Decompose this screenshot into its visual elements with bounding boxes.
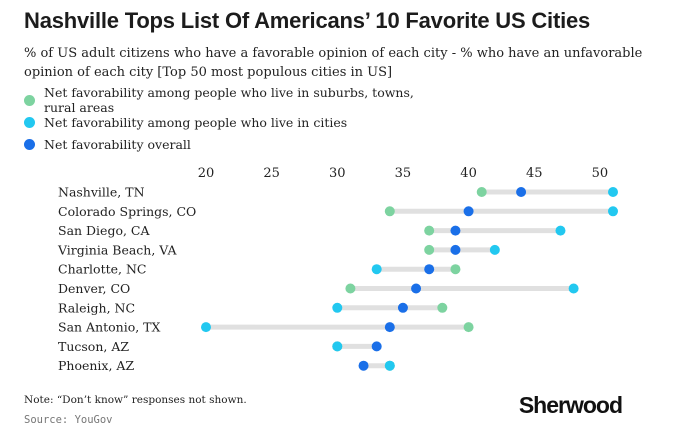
dot-overall: [371, 341, 382, 352]
legend-label-cities: Net favorability among people who live i…: [44, 114, 348, 130]
dot-cities: [384, 360, 395, 371]
x-tick-label: 40: [460, 166, 477, 181]
x-tick-label: 45: [526, 166, 543, 181]
category-label: San Antonio, TX: [58, 320, 161, 335]
source-credit: Source: YouGov: [24, 414, 113, 426]
x-tick-label: 30: [329, 166, 346, 181]
dot-suburbs: [437, 302, 448, 313]
dot-overall: [463, 206, 474, 217]
dot-overall: [397, 302, 408, 313]
dot-suburbs: [476, 187, 487, 197]
dot-overall: [450, 244, 461, 255]
dot-overall: [424, 264, 435, 275]
legend-label-suburbs: Net favorability among people who live i…: [44, 85, 414, 115]
dot-cities: [332, 302, 343, 313]
legend: Net favorability among people who live i…: [24, 85, 424, 155]
dot-overall: [384, 322, 395, 333]
category-label: Nashville, TN: [58, 185, 145, 200]
dot-cities: [201, 322, 211, 333]
x-tick-label: 35: [395, 166, 412, 181]
category-label: San Diego, CA: [58, 223, 150, 238]
dot-overall: [450, 225, 461, 236]
category-label: Virginia Beach, VA: [57, 242, 177, 257]
legend-item-suburbs: Net favorability among people who live i…: [24, 85, 424, 115]
dot-suburbs: [463, 322, 474, 333]
dot-cities: [489, 244, 500, 255]
category-label: Denver, CO: [58, 281, 130, 296]
dot-cities: [332, 341, 343, 352]
dot-suburbs: [424, 244, 435, 255]
brand-logo: Sherwood: [518, 392, 623, 418]
category-label: Raleigh, NC: [58, 300, 135, 315]
dot-overall: [411, 283, 422, 294]
category-label: Tucson, AZ: [58, 339, 129, 354]
dot-suburbs: [424, 225, 435, 236]
x-tick-label: 50: [592, 166, 609, 181]
x-tick-label: 20: [198, 166, 215, 181]
legend-dot-cities: [24, 116, 35, 128]
dot-cities: [555, 225, 566, 236]
dot-cities: [608, 187, 618, 197]
dot-suburbs: [384, 206, 395, 217]
category-label: Charlotte, NC: [58, 262, 146, 277]
legend-label-overall: Net favorability overall: [44, 136, 191, 152]
footnote: Note: “Don’t know” responses not shown.: [24, 394, 247, 406]
legend-item-overall: Net favorability overall: [24, 133, 424, 155]
legend-dot-overall: [24, 138, 35, 150]
dot-overall: [358, 360, 369, 371]
legend-dot-suburbs: [24, 94, 35, 106]
legend-item-cities: Net favorability among people who live i…: [24, 111, 424, 133]
dot-overall: [516, 187, 527, 197]
category-label: Colorado Springs, CO: [58, 204, 196, 219]
x-tick-label: 25: [263, 166, 280, 181]
chart-title: Nashville Tops List Of Americans’ 10 Fav…: [24, 8, 591, 33]
dot-cities: [568, 283, 579, 294]
dot-cities: [608, 206, 618, 217]
chart-subtitle: % of US adult citizens who have a favora…: [24, 46, 643, 80]
dot-suburbs: [450, 264, 461, 275]
dot-cities: [371, 264, 382, 275]
category-label: Phoenix, AZ: [58, 358, 134, 373]
dot-suburbs: [345, 283, 356, 294]
